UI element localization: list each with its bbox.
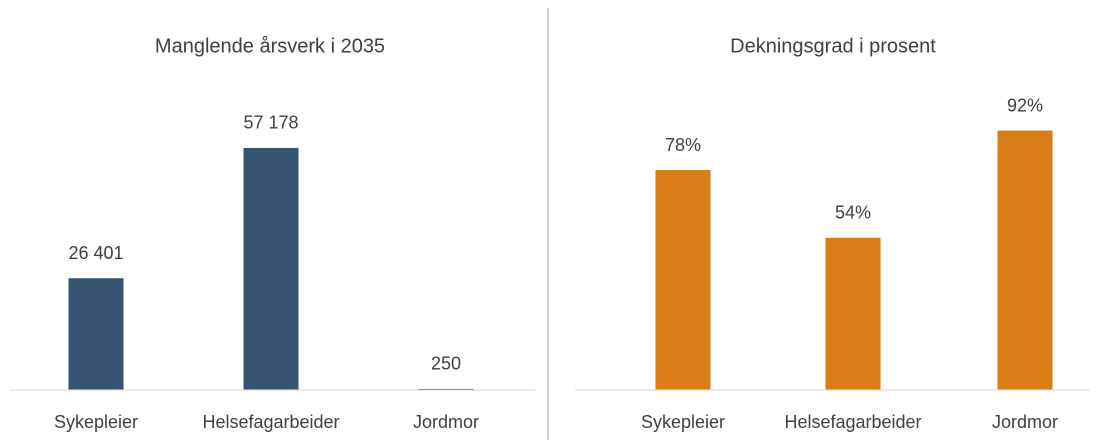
x-tick-label: Helsefagarbeider (784, 412, 921, 432)
x-tick-label: Jordmor (413, 412, 479, 432)
value-label: 26 401 (68, 243, 123, 263)
x-tick-label: Jordmor (992, 412, 1058, 432)
value-label: 250 (431, 354, 461, 374)
bar (68, 278, 124, 390)
x-tick-label: Sykepleier (54, 412, 138, 432)
value-label: 92% (1007, 95, 1043, 115)
value-label: 54% (835, 202, 871, 222)
chart-title: Manglende årsverk i 2035 (155, 35, 385, 57)
bar (243, 147, 299, 390)
x-tick-label: Sykepleier (641, 412, 725, 432)
bar (825, 237, 881, 390)
bar (655, 170, 711, 390)
bar (997, 130, 1053, 390)
value-label: 57 178 (243, 113, 298, 133)
value-label: 78% (665, 135, 701, 155)
x-tick-label: Helsefagarbeider (202, 412, 339, 432)
chart-title: Dekningsgrad i prosent (730, 35, 936, 57)
